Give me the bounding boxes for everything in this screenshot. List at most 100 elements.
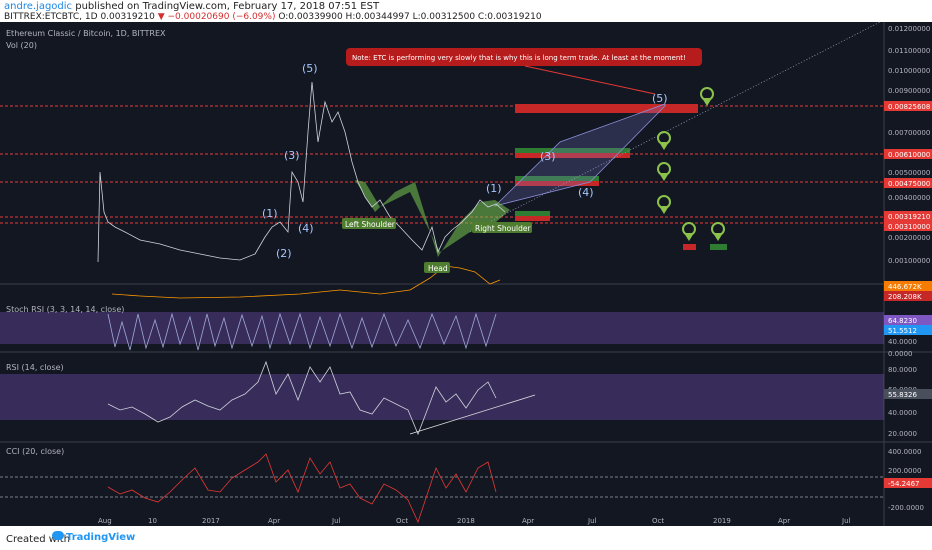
stop-marker xyxy=(683,244,696,250)
rsi-tag xyxy=(884,389,932,399)
note-text: Note: ETC is performing very slowly that… xyxy=(352,54,686,62)
volume-tick: 208.208K xyxy=(888,293,922,301)
cci-tick: -54.2467 xyxy=(888,480,919,488)
target-marker xyxy=(710,244,727,250)
wave-label: (1) xyxy=(486,182,502,195)
head-label: Head xyxy=(428,264,448,273)
cci-tick: -200.0000 xyxy=(888,504,924,512)
created-with-text: Created with xyxy=(6,534,70,545)
rsi-tick: 55.8326 xyxy=(888,391,917,399)
stoch-tag xyxy=(884,315,932,325)
head-tag xyxy=(424,262,450,273)
price-tag xyxy=(884,149,932,159)
wave-label: (4) xyxy=(578,186,594,199)
time-tick: Jul xyxy=(587,517,597,525)
rsi-label: RSI (14, close) xyxy=(6,363,64,372)
time-tick: 2019 xyxy=(713,517,731,525)
time-tick: Oct xyxy=(652,517,664,525)
cci-tag xyxy=(884,478,932,488)
published-text: published on TradingView.com, February 1… xyxy=(75,1,380,12)
left-shoulder-label: Left Shoulder xyxy=(345,220,396,229)
price-tick: 0.01100000 xyxy=(888,47,930,55)
wave-label: (3) xyxy=(540,150,556,163)
volume-tick: 446.672K xyxy=(888,283,922,291)
target-zone xyxy=(515,176,599,181)
chart-area[interactable]: Ethereum Classic / Bitcoin, 1D, BITTREX … xyxy=(0,19,932,526)
chart-svg[interactable]: Ethereum Classic / Bitcoin, 1D, BITTREX … xyxy=(0,19,932,526)
pin-icon xyxy=(700,87,714,106)
wave-label: (5) xyxy=(652,92,668,105)
last-price: 0.00319210 xyxy=(100,12,155,22)
price-tick: 0.00319210 xyxy=(888,213,930,221)
pin-icon xyxy=(657,195,671,214)
price-tag xyxy=(884,178,932,188)
rsi-tick: 40.0000 xyxy=(888,409,917,417)
author-link[interactable]: andre.jagodic xyxy=(4,1,73,12)
price-tick: 0.00700000 xyxy=(888,129,930,137)
rsi-trend-line xyxy=(409,394,536,435)
publish-header: andre.jagodic published on TradingView.c… xyxy=(0,0,932,22)
footer: Created with TradingView xyxy=(0,526,932,550)
stoch-tick: 64.8230 xyxy=(888,317,917,325)
stoch-tick: 40.0000 xyxy=(888,338,917,346)
time-tick: Oct xyxy=(396,517,408,525)
price-tick: 0.01200000 xyxy=(888,25,930,33)
price-tick: 0.00475000 xyxy=(888,180,930,188)
down-arrow-icon: ▼ xyxy=(157,12,165,22)
target-zone xyxy=(515,104,698,113)
time-tick: 2018 xyxy=(457,517,475,525)
trend-line xyxy=(469,19,885,233)
ohlc-values: O:0.00339900 H:0.00344997 L:0.00312500 C… xyxy=(278,12,542,22)
stoch-tick: 0.0000 xyxy=(888,350,913,358)
price-tick: 0.00825608 xyxy=(888,103,930,111)
wave-label: (4) xyxy=(298,222,314,235)
cci-tick: 200.0000 xyxy=(888,467,921,475)
target-zone xyxy=(515,153,630,158)
time-tick: 2017 xyxy=(202,517,220,525)
tradingview-logo-icon xyxy=(52,531,64,540)
price-series xyxy=(97,81,506,263)
stoch-label: Stoch RSI (3, 3, 14, 14, close) xyxy=(6,305,124,314)
wave-label: (1) xyxy=(262,207,278,220)
target-zone xyxy=(515,216,550,221)
price-change: −0.00020690 (−6.09%) xyxy=(167,12,276,22)
symbol-line: BITTREX:ETCBTC, 1D xyxy=(4,12,98,22)
price-tick: 0.00200000 xyxy=(888,234,930,242)
price-tick: 0.00500000 xyxy=(888,169,930,177)
rsi-tick: 20.0000 xyxy=(888,430,917,438)
time-tick: 10 xyxy=(148,517,157,525)
price-tag xyxy=(884,101,932,111)
price-tick: 0.00100000 xyxy=(888,257,930,265)
note-box[interactable] xyxy=(346,48,702,66)
target-zone xyxy=(515,211,550,216)
pin-icon xyxy=(657,162,671,181)
price-tick: 0.00610000 xyxy=(888,151,930,159)
stoch-tag xyxy=(884,325,932,335)
price-tick: 0.00400000 xyxy=(888,194,930,202)
left-shoulder-tag xyxy=(342,218,396,229)
price-tag xyxy=(884,211,932,221)
head-shoulders-pattern xyxy=(355,180,510,257)
wave-label: (5) xyxy=(302,62,318,75)
volume-tag xyxy=(884,291,932,301)
target-zone xyxy=(515,148,630,153)
right-shoulder-tag xyxy=(472,222,532,233)
price-tag xyxy=(884,221,932,231)
volume-average xyxy=(111,265,501,299)
tradingview-brand-link[interactable]: TradingView xyxy=(66,532,136,543)
main-title: Ethereum Classic / Bitcoin, 1D, BITTREX xyxy=(6,29,166,38)
wave-label: (2) xyxy=(276,247,292,260)
time-tick: Jul xyxy=(331,517,341,525)
time-tick: Apr xyxy=(268,517,280,525)
time-tick: Apr xyxy=(778,517,790,525)
price-tick: 0.00310000 xyxy=(888,223,930,231)
pin-icon xyxy=(657,131,671,150)
pin-icon xyxy=(682,222,696,241)
projection-channel xyxy=(493,103,666,207)
stoch-k xyxy=(107,312,497,351)
vol-label: Vol (20) xyxy=(6,41,37,50)
time-tick: Aug xyxy=(98,517,112,525)
price-tick: 0.01000000 xyxy=(888,67,930,75)
cci-label: CCI (20, close) xyxy=(6,447,64,456)
volume-tag xyxy=(884,281,932,291)
